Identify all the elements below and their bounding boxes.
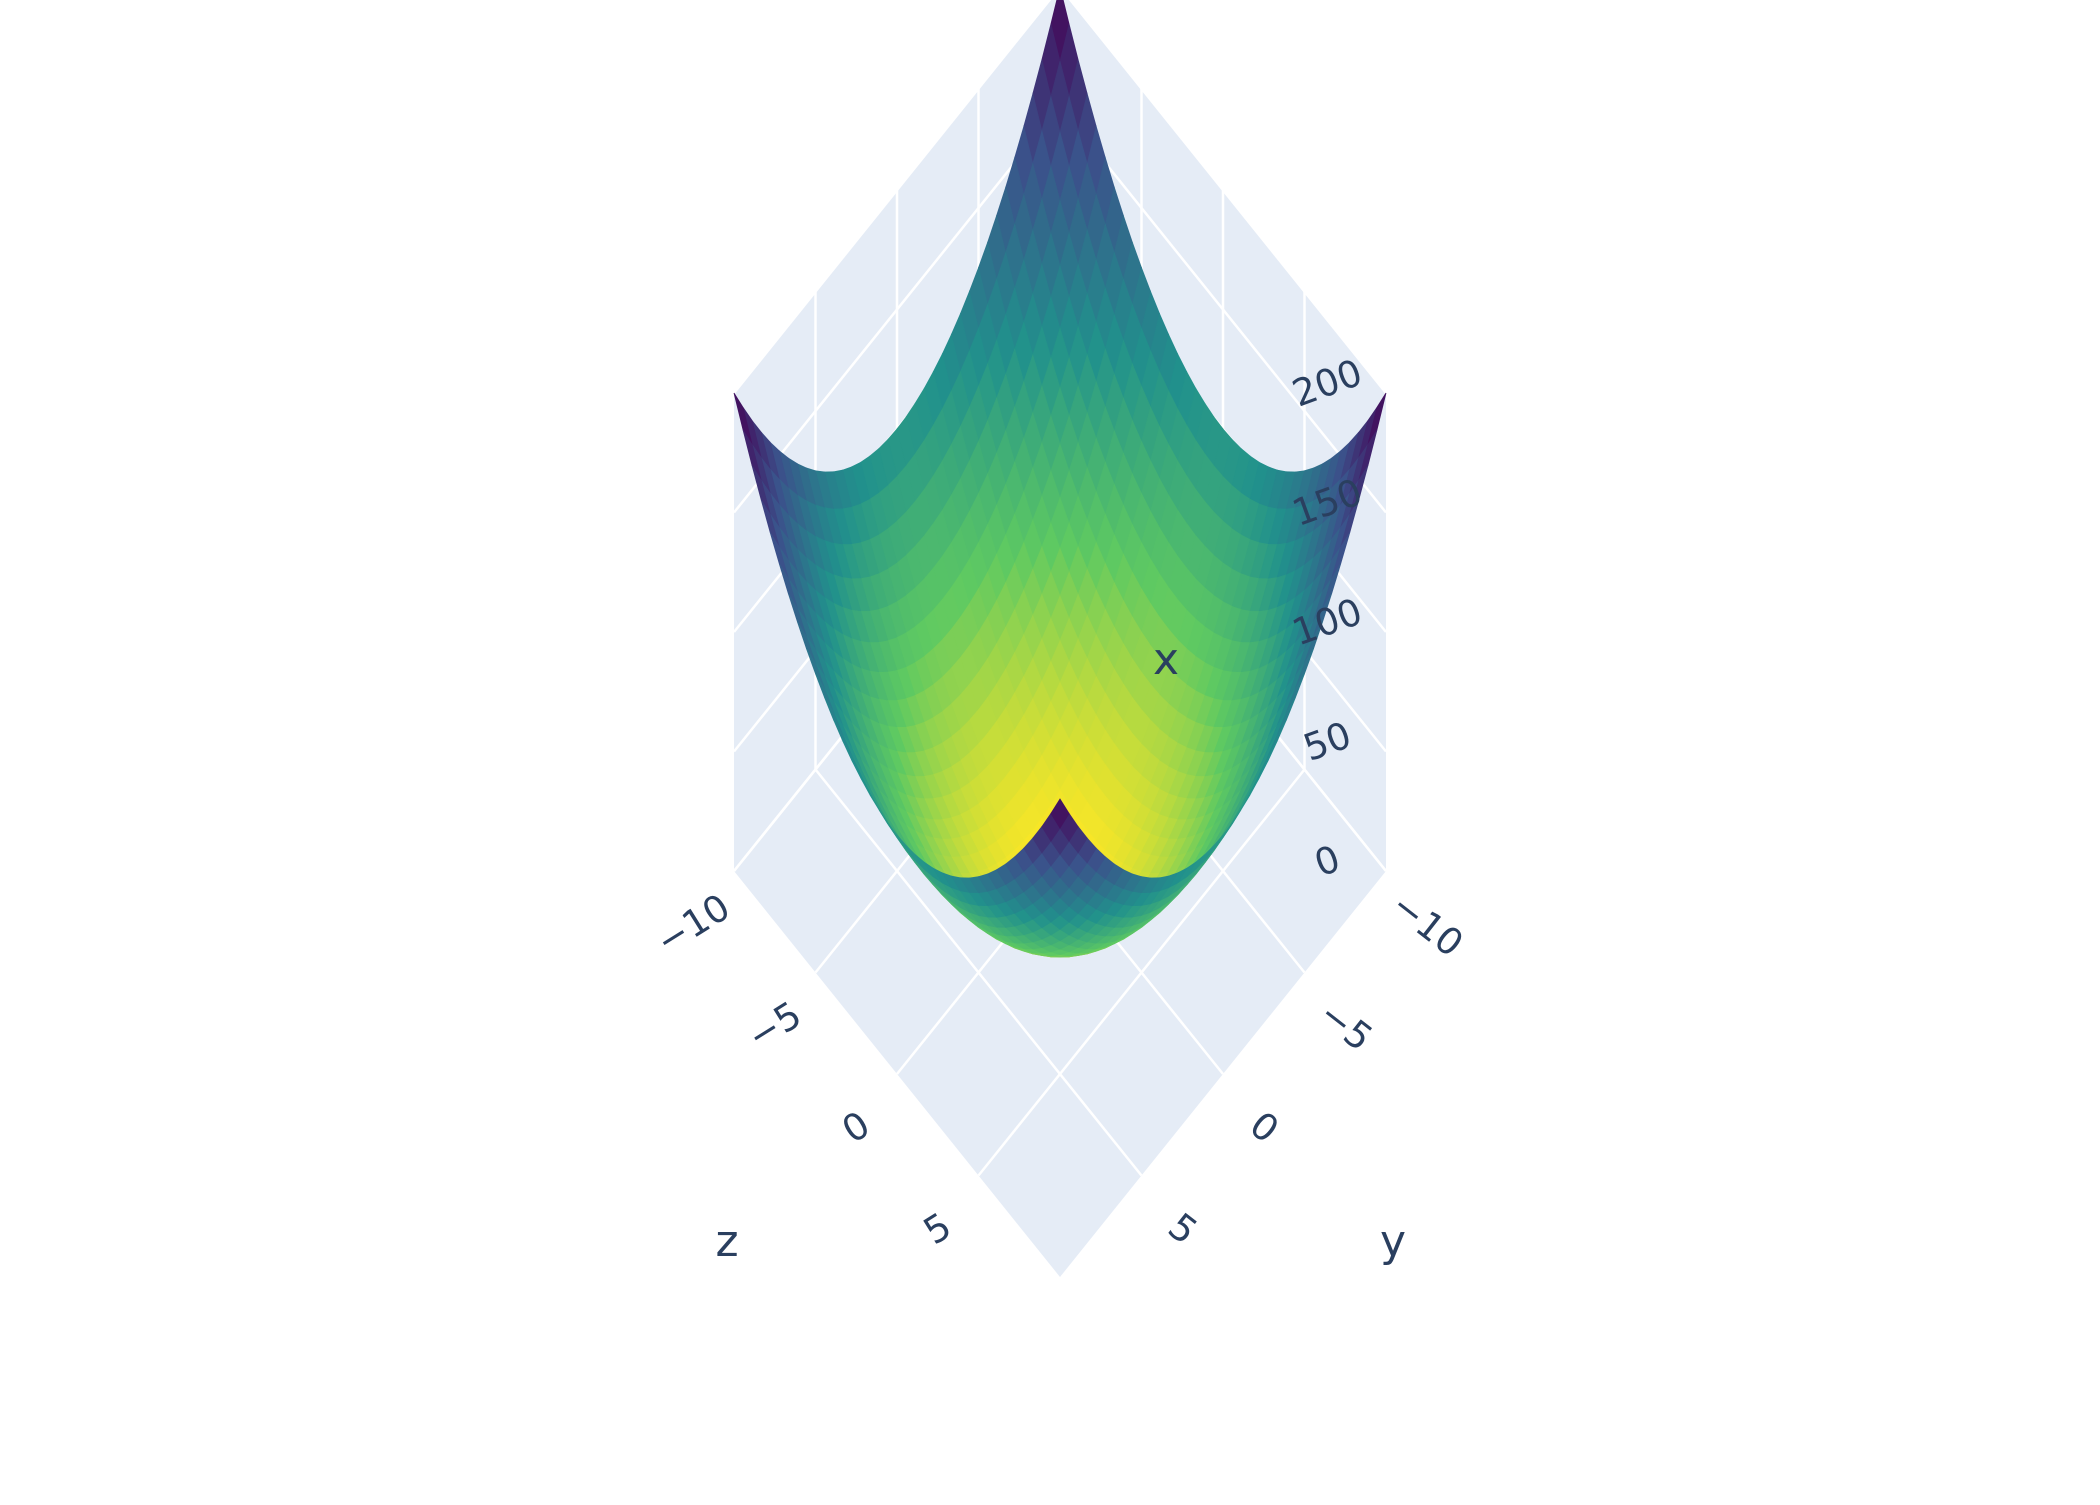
tick-label-z: −5: [740, 993, 809, 1058]
tick-label-y: 5: [1160, 1205, 1205, 1253]
tick-label-z: −10: [648, 885, 737, 963]
tick-label-z: 5: [916, 1204, 959, 1253]
tick-label-y: −10: [1383, 883, 1471, 965]
tick-label-y: −5: [1311, 992, 1380, 1059]
tick-label-z: 0: [835, 1103, 878, 1152]
axis-title-x: x: [1153, 634, 1179, 685]
axis-title-z: z: [715, 1216, 738, 1267]
tick-label-y: 0: [1242, 1103, 1287, 1151]
axis-title-y: y: [1380, 1216, 1406, 1267]
